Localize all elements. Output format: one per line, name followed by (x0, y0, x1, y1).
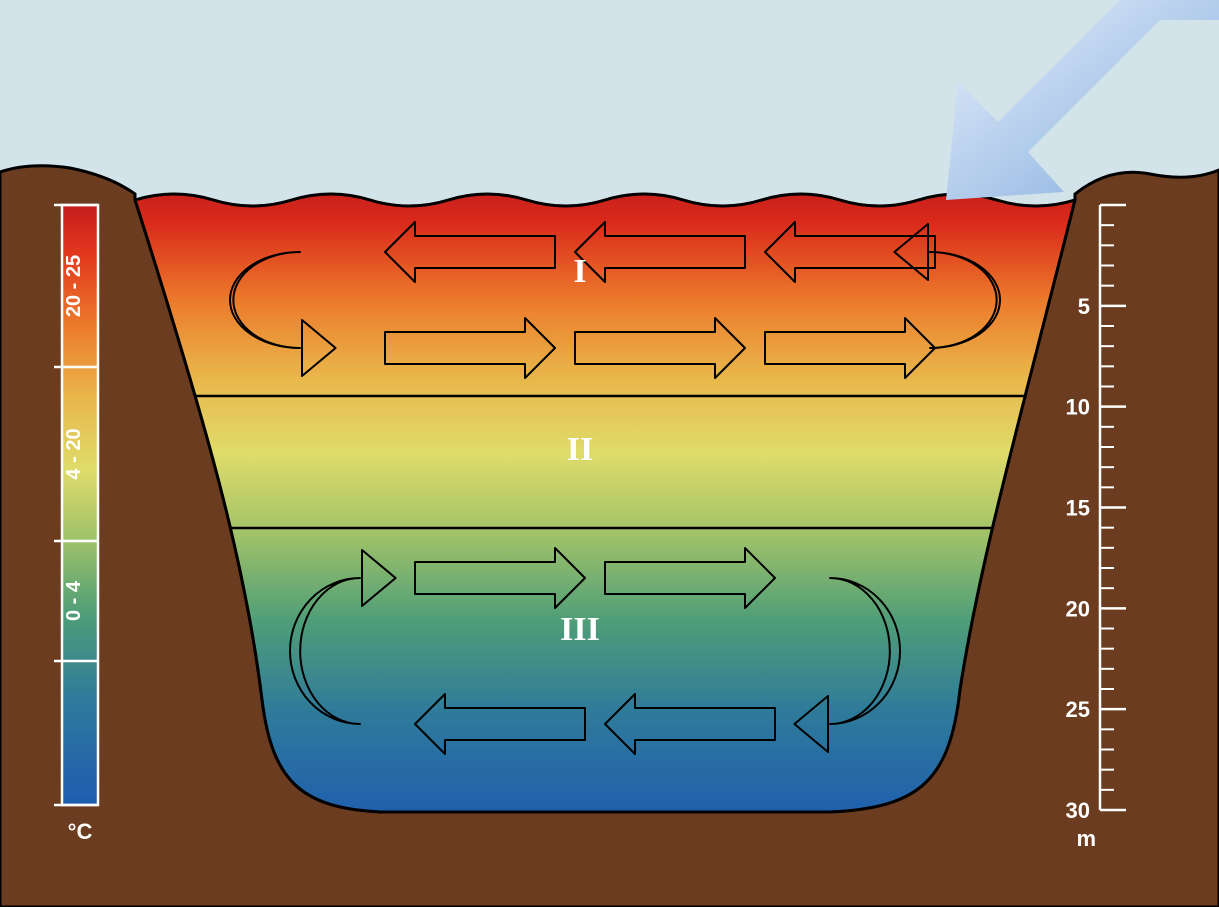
svg-text:15: 15 (1066, 496, 1090, 521)
svg-text:°C: °C (68, 819, 93, 844)
layer-label-II: II (567, 431, 593, 468)
lake-stratification-diagram: I II III 20 - 25 4 - 20 0 - 4 °C 5 10 15 20 25 3… (0, 0, 1219, 907)
svg-text:20 - 25: 20 - 25 (63, 255, 85, 317)
svg-text:4 - 20: 4 - 20 (63, 428, 85, 479)
svg-text:5: 5 (1078, 294, 1090, 319)
svg-text:10: 10 (1066, 395, 1090, 420)
svg-text:30: 30 (1066, 798, 1090, 823)
svg-text:20: 20 (1066, 596, 1090, 621)
layer-label-I: I (573, 253, 586, 290)
layer-label-III: III (560, 611, 600, 648)
svg-text:m: m (1076, 826, 1096, 851)
svg-text:25: 25 (1066, 697, 1090, 722)
svg-text:0 - 4: 0 - 4 (63, 580, 85, 621)
